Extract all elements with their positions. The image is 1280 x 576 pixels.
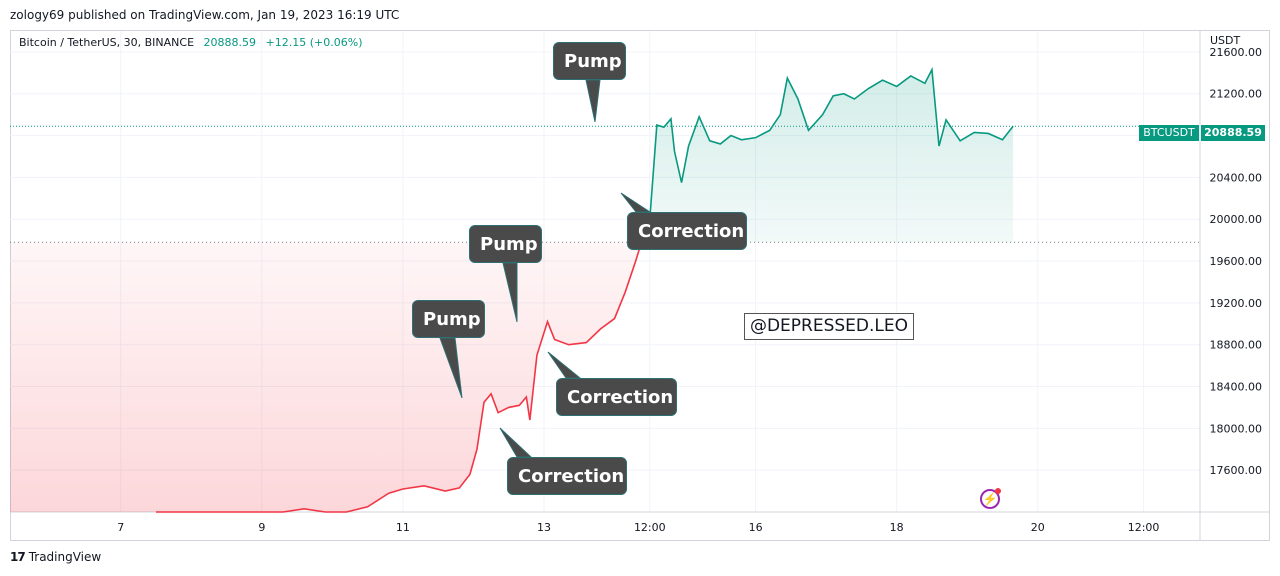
x-tick-label: 12:00 bbox=[634, 521, 666, 534]
y-tick-label: 20400.00 bbox=[1210, 171, 1263, 184]
x-tick-label: 7 bbox=[117, 521, 124, 534]
symbol-price-tag: BTCUSDT bbox=[1139, 125, 1199, 141]
y-tick-label: 20000.00 bbox=[1210, 213, 1263, 226]
y-tick-label: 18000.00 bbox=[1210, 422, 1263, 435]
callout-pointer bbox=[502, 262, 518, 323]
symbol-name: Bitcoin / TetherUS, 30, BINANCE bbox=[19, 36, 195, 49]
down-series-line bbox=[156, 237, 644, 513]
tradingview-logo-icon: 17 bbox=[10, 550, 26, 564]
y-tick-label: 21200.00 bbox=[1210, 88, 1263, 101]
alert-icon[interactable]: ⚡ bbox=[980, 488, 1001, 509]
x-tick-label: 20 bbox=[1031, 521, 1045, 534]
y-tick-label: 17600.00 bbox=[1210, 464, 1263, 477]
y-axis: 17600.00 18000.00 18400.00 18800.00 19200.00… bbox=[1210, 46, 1263, 477]
x-tick-label: 12:00 bbox=[1128, 521, 1160, 534]
symbol-legend: Bitcoin / TetherUS, 30, BINANCE 20888.59… bbox=[19, 36, 363, 49]
callout-pointer bbox=[620, 192, 652, 213]
callout-pump-top: Pump bbox=[553, 42, 626, 80]
y-tick-label: 18800.00 bbox=[1210, 339, 1263, 352]
currency-label: USDT bbox=[1210, 34, 1241, 47]
series-lines bbox=[156, 66, 1014, 513]
callout-pointer bbox=[585, 79, 601, 123]
footer-brand-label: TradingView bbox=[28, 550, 102, 564]
x-axis: 7 9 11 13 12:00 16 18 20 12:00 bbox=[117, 521, 1159, 534]
footer-brand[interactable]: 17 TradingView bbox=[10, 550, 101, 564]
watermark-label: @DEPRESSED.LEO bbox=[744, 313, 914, 340]
callout-correction-mid: Correction bbox=[556, 378, 677, 416]
last-price: 20888.59 bbox=[203, 36, 257, 49]
y-tick-label: 19600.00 bbox=[1210, 255, 1263, 268]
x-tick-label: 13 bbox=[537, 521, 551, 534]
callout-pump-low: Pump bbox=[412, 300, 485, 338]
x-tick-label: 18 bbox=[890, 521, 904, 534]
y-tick-label: 18400.00 bbox=[1210, 381, 1263, 394]
callout-pointer bbox=[439, 337, 463, 399]
last-price-tag: 20888.59 bbox=[1201, 125, 1265, 141]
up-area bbox=[642, 69, 1014, 243]
callout-pump-mid: Pump bbox=[469, 225, 542, 263]
x-tick-label: 16 bbox=[749, 521, 763, 534]
up-series-line bbox=[641, 66, 1014, 239]
reference-lines bbox=[10, 125, 1200, 243]
y-tick-label: 19200.00 bbox=[1210, 297, 1263, 310]
alert-dot bbox=[995, 488, 1001, 494]
callout-pointer bbox=[499, 427, 533, 458]
callout-correction-top: Correction bbox=[627, 212, 747, 250]
callout-pointers bbox=[439, 79, 652, 458]
x-tick-label: 11 bbox=[396, 521, 410, 534]
callout-pointer bbox=[547, 351, 582, 379]
y-tick-label: 21600.00 bbox=[1210, 46, 1263, 59]
publisher-line: zology69 published on TradingView.com, J… bbox=[10, 8, 400, 22]
price-change: +12.15 (+0.06%) bbox=[265, 36, 363, 49]
x-tick-label: 9 bbox=[258, 521, 265, 534]
callout-correction-low: Correction bbox=[507, 457, 627, 495]
